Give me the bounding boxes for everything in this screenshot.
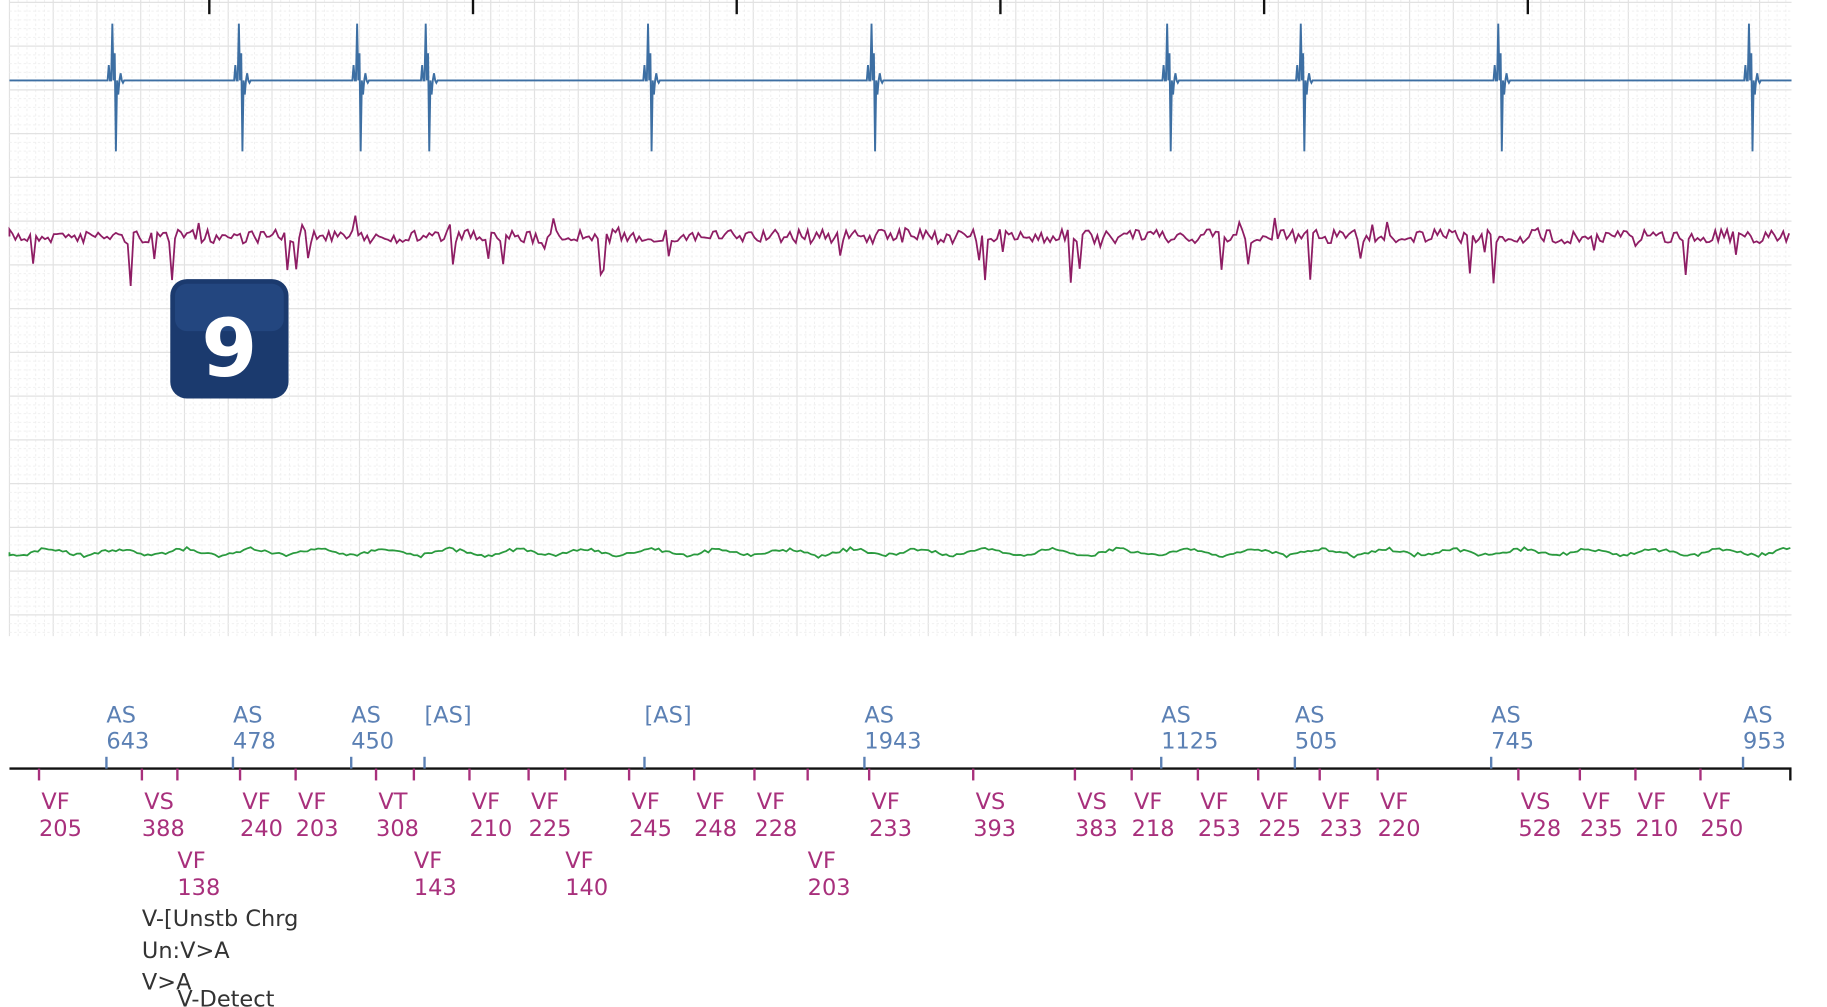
atrial-label: AS bbox=[1161, 702, 1191, 728]
ventricular-interval: 233 bbox=[869, 816, 912, 842]
ventricular-label: VF bbox=[242, 789, 270, 815]
ventricular-interval: 140 bbox=[565, 875, 608, 901]
ventricular-interval: 235 bbox=[1580, 816, 1623, 842]
ventricular-interval: 210 bbox=[469, 816, 512, 842]
ventricular-label: VS bbox=[144, 789, 174, 815]
annotation: V-[Unstb Chrg bbox=[142, 906, 298, 932]
ventricular-label: VF bbox=[472, 789, 500, 815]
atrial-interval: 953 bbox=[1743, 729, 1786, 755]
ventricular-interval: 383 bbox=[1075, 816, 1118, 842]
atrial-label: AS bbox=[1491, 702, 1521, 728]
ventricular-interval: 393 bbox=[973, 816, 1016, 842]
atrial-label: AS bbox=[351, 702, 381, 728]
ventricular-label: VT bbox=[378, 789, 407, 815]
ventricular-label: VF bbox=[531, 789, 559, 815]
far-field-trace bbox=[8, 545, 1791, 559]
ventricular-interval: 218 bbox=[1132, 816, 1175, 842]
ventricular-interval: 205 bbox=[39, 816, 82, 842]
atrial-interval: 1943 bbox=[864, 729, 921, 755]
atrial-interval: 745 bbox=[1491, 729, 1534, 755]
annotation: V-Detect bbox=[177, 986, 274, 1007]
ventricular-interval: 228 bbox=[754, 816, 797, 842]
ventricular-interval: 250 bbox=[1700, 816, 1743, 842]
ventricular-interval: 233 bbox=[1320, 816, 1363, 842]
atrial-interval: 643 bbox=[106, 729, 149, 755]
ventricular-interval: 220 bbox=[1378, 816, 1421, 842]
traces bbox=[8, 23, 1792, 559]
annotation: Un:V>A bbox=[142, 938, 230, 964]
ventricular-trace bbox=[8, 215, 1790, 286]
ventricular-interval: 240 bbox=[240, 816, 283, 842]
atrial-label: AS bbox=[1743, 702, 1773, 728]
ventricular-interval: 253 bbox=[1198, 816, 1241, 842]
ventricular-label: VF bbox=[41, 789, 69, 815]
ventricular-label: VF bbox=[1638, 789, 1666, 815]
ventricular-interval: 245 bbox=[629, 816, 672, 842]
ventricular-label: VF bbox=[808, 848, 836, 874]
ventricular-interval: 528 bbox=[1518, 816, 1561, 842]
ventricular-label: VF bbox=[872, 789, 900, 815]
grid bbox=[8, 0, 1792, 637]
ventricular-label: VS bbox=[1077, 789, 1107, 815]
atrial-interval: 450 bbox=[351, 729, 394, 755]
ventricular-label: VF bbox=[298, 789, 326, 815]
ventricular-label: VF bbox=[414, 848, 442, 874]
ventricular-label: VF bbox=[631, 789, 659, 815]
atrial-label: [AS] bbox=[644, 702, 691, 728]
ventricular-label: VF bbox=[1134, 789, 1162, 815]
atrial-label: AS bbox=[106, 702, 136, 728]
ventricular-label: VF bbox=[1380, 789, 1408, 815]
ventricular-interval: 388 bbox=[142, 816, 185, 842]
ventricular-label: VS bbox=[976, 789, 1006, 815]
ventricular-label: VF bbox=[1703, 789, 1731, 815]
atrial-label: AS bbox=[233, 702, 263, 728]
annotation: V>A bbox=[142, 970, 192, 996]
atrial-label: AS bbox=[1295, 702, 1325, 728]
badge: 9 bbox=[170, 279, 289, 399]
ventricular-interval: 203 bbox=[296, 816, 339, 842]
atrial-label: AS bbox=[864, 702, 894, 728]
ventricular-interval: 143 bbox=[414, 875, 457, 901]
ventricular-label: VF bbox=[1261, 789, 1289, 815]
ventricular-interval: 210 bbox=[1635, 816, 1678, 842]
badge-number: 9 bbox=[201, 301, 257, 395]
ventricular-label: VS bbox=[1521, 789, 1551, 815]
ventricular-interval: 308 bbox=[376, 816, 419, 842]
ventricular-interval: 225 bbox=[529, 816, 572, 842]
ventricular-label: VF bbox=[565, 848, 593, 874]
ventricular-label: VF bbox=[697, 789, 725, 815]
ventricular-label: VF bbox=[177, 848, 205, 874]
atrial-label: [AS] bbox=[425, 702, 472, 728]
atrial-interval: 478 bbox=[233, 729, 276, 755]
ventricular-interval: 203 bbox=[808, 875, 851, 901]
ventricular-label: VF bbox=[1322, 789, 1350, 815]
ventricular-label: VF bbox=[757, 789, 785, 815]
ventricular-interval: 138 bbox=[177, 875, 220, 901]
ventricular-label: VF bbox=[1582, 789, 1610, 815]
badge-shine bbox=[175, 283, 284, 332]
ventricular-interval: 248 bbox=[694, 816, 737, 842]
atrial-interval: 505 bbox=[1295, 729, 1338, 755]
ventricular-label: VF bbox=[1200, 789, 1228, 815]
atrial-trace bbox=[9, 23, 1792, 152]
ventricular-interval: 225 bbox=[1258, 816, 1301, 842]
atrial-interval: 1125 bbox=[1161, 729, 1218, 755]
